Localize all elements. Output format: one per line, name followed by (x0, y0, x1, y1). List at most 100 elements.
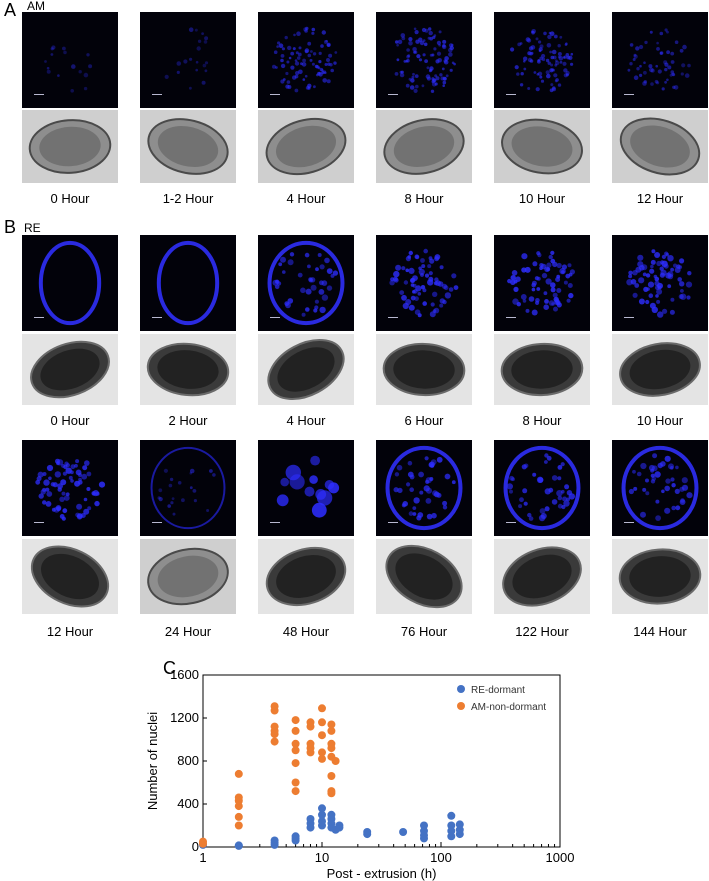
re-brightfield-image (258, 539, 354, 614)
scale-bar (34, 94, 44, 95)
data-point-re-dormant (234, 841, 243, 850)
data-point-am-non-dormant (327, 739, 336, 748)
scale-bar (270, 94, 280, 95)
legend-entry: RE-dormant (471, 685, 525, 696)
data-point-am-non-dormant (318, 704, 326, 713)
scale-bar (34, 522, 44, 523)
data-point-am-non-dormant (270, 702, 279, 711)
am-time-caption: 10 Hour (518, 191, 566, 206)
data-point-re-dormant (335, 823, 344, 832)
re-time-caption: 48 Hour (282, 624, 330, 639)
data-point-am-non-dormant (318, 748, 326, 757)
scale-bar (624, 317, 634, 318)
am-brightfield-image (376, 110, 472, 183)
y-tick-label: 400 (177, 796, 199, 811)
data-point-am-non-dormant (327, 789, 336, 798)
legend-marker (457, 702, 465, 710)
re-fluorescence-image (258, 440, 354, 536)
data-point-re-dormant (420, 821, 428, 830)
data-point-am-non-dormant (291, 787, 300, 796)
x-tick-label: 1 (199, 850, 206, 865)
data-point-re-dormant (327, 815, 336, 823)
data-point-am-non-dormant (199, 837, 207, 846)
data-point-re-dormant (270, 836, 279, 845)
data-point-am-non-dormant (234, 793, 243, 802)
re-fluorescence-image (612, 235, 708, 331)
y-tick-label: 800 (177, 753, 199, 768)
data-point-re-dormant (420, 834, 428, 843)
am-time-caption: 1-2 Hour (162, 191, 214, 206)
re-time-caption: 4 Hour (286, 413, 326, 428)
am-brightfield-image (140, 110, 236, 183)
re-time-caption: 6 Hour (404, 413, 444, 428)
re-time-caption: 122 Hour (515, 624, 569, 639)
scale-bar (270, 522, 280, 523)
data-point-re-dormant (327, 823, 336, 832)
data-point-am-non-dormant (327, 744, 336, 753)
re-time-caption: 24 Hour (164, 624, 212, 639)
data-point-re-dormant (270, 840, 279, 849)
y-tick-label: 0 (192, 839, 199, 854)
data-point-am-non-dormant (291, 778, 300, 787)
data-point-re-dormant (306, 823, 315, 832)
data-point-am-non-dormant (234, 812, 243, 821)
am-brightfield-image (494, 110, 590, 183)
am-brightfield-image (258, 110, 354, 183)
re-fluorescence-image (494, 440, 590, 536)
re-brightfield-image (612, 334, 708, 405)
x-tick-label: 100 (430, 850, 452, 865)
scale-bar (34, 317, 44, 318)
x-tick-label: 10 (315, 850, 329, 865)
data-point-am-non-dormant (270, 722, 279, 731)
data-point-am-non-dormant (270, 706, 279, 715)
data-point-re-dormant (447, 832, 456, 841)
am-fluorescence-image (376, 12, 472, 108)
x-tick-label: 1000 (546, 850, 575, 865)
data-point-am-non-dormant (327, 720, 336, 729)
scale-bar (388, 317, 398, 318)
re-brightfield-image (140, 539, 236, 614)
data-point-re-dormant (455, 830, 464, 839)
legend-entry: AM-non-dormant (471, 702, 546, 713)
data-point-re-dormant (327, 819, 336, 828)
data-point-am-non-dormant (291, 726, 300, 735)
re-time-caption: 2 Hour (168, 413, 208, 428)
data-point-am-non-dormant (327, 752, 336, 761)
data-point-re-dormant (291, 836, 300, 845)
scale-bar (506, 317, 516, 318)
plot-frame (202, 674, 561, 848)
data-point-re-dormant (335, 821, 344, 830)
data-point-am-non-dormant (234, 796, 243, 805)
re-fluorescence-image (376, 440, 472, 536)
re-brightfield-image (612, 539, 708, 614)
legend-marker (457, 685, 465, 693)
am-fluorescence-image (494, 12, 590, 108)
scale-bar (624, 94, 634, 95)
y-tick-label: 1200 (170, 710, 199, 725)
panel-c-letter: C (163, 658, 176, 678)
data-point-re-dormant (447, 826, 456, 835)
data-point-am-non-dormant (270, 737, 279, 746)
re-fluorescence-image (22, 440, 118, 536)
data-point-am-non-dormant (291, 739, 300, 748)
data-point-am-non-dormant (291, 759, 300, 768)
panel-a-label: AM (27, 0, 45, 13)
am-brightfield-image (22, 110, 118, 183)
re-brightfield-image (494, 539, 590, 614)
data-point-am-non-dormant (331, 757, 340, 765)
data-point-re-dormant (306, 815, 315, 823)
re-time-caption: 8 Hour (522, 413, 562, 428)
re-fluorescence-image (140, 440, 236, 536)
panel-a-letter: A (4, 0, 17, 20)
panel-b-letter: B (4, 217, 17, 237)
data-point-re-dormant (455, 820, 464, 829)
re-fluorescence-image (376, 235, 472, 331)
data-point-re-dormant (291, 834, 300, 843)
data-point-re-dormant (331, 825, 340, 834)
scale-bar (624, 522, 634, 523)
am-time-caption: 12 Hour (636, 191, 684, 206)
data-point-re-dormant (447, 821, 456, 830)
scale-bar (506, 94, 516, 95)
data-point-am-non-dormant (306, 739, 315, 748)
data-point-re-dormant (420, 831, 428, 840)
